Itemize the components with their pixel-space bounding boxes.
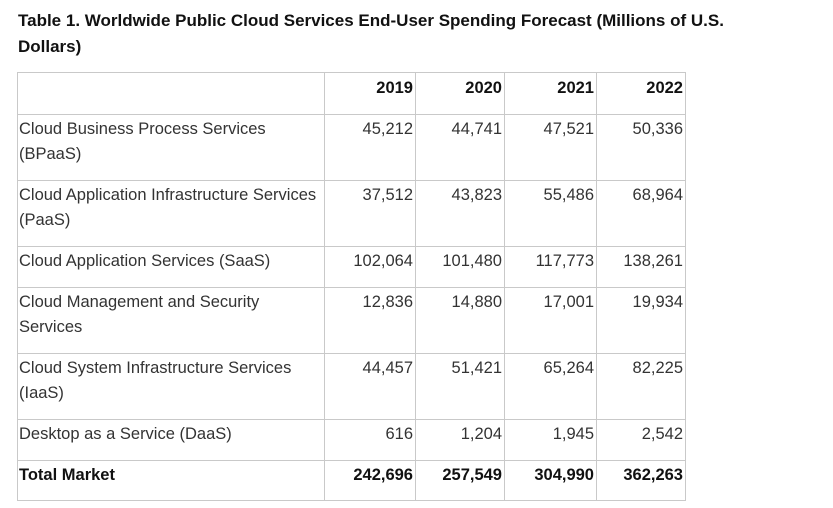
cell-value: 242,696 bbox=[324, 460, 416, 501]
column-header-2021: 2021 bbox=[504, 72, 597, 115]
cell-value: 257,549 bbox=[415, 460, 505, 501]
cell-value: 14,880 bbox=[415, 287, 505, 354]
cell-value: 304,990 bbox=[504, 460, 597, 501]
table-row: Cloud Application Services (SaaS) 102,06… bbox=[17, 246, 686, 288]
table-row: Cloud Application Infrastructure Service… bbox=[17, 180, 686, 247]
cell-value: 19,934 bbox=[596, 287, 686, 354]
cell-value: 102,064 bbox=[324, 246, 416, 288]
row-label: Cloud Application Infrastructure Service… bbox=[17, 180, 325, 247]
row-label: Total Market bbox=[17, 460, 325, 501]
row-label: Cloud Application Services (SaaS) bbox=[17, 246, 325, 288]
cell-value: 1,204 bbox=[415, 419, 505, 461]
table-row: Cloud Business Process Services (BPaaS) … bbox=[17, 114, 686, 181]
total-row: Total Market 242,696 257,549 304,990 362… bbox=[17, 460, 686, 501]
row-label: Cloud System Infrastructure Services (Ia… bbox=[17, 353, 325, 420]
cell-value: 117,773 bbox=[504, 246, 597, 288]
cell-value: 43,823 bbox=[415, 180, 505, 247]
column-header-segment bbox=[17, 72, 325, 115]
cell-value: 55,486 bbox=[504, 180, 597, 247]
cell-value: 82,225 bbox=[596, 353, 686, 420]
column-header-2020: 2020 bbox=[415, 72, 505, 115]
cell-value: 68,964 bbox=[596, 180, 686, 247]
column-header-2019: 2019 bbox=[324, 72, 416, 115]
cell-value: 44,457 bbox=[324, 353, 416, 420]
cell-value: 44,741 bbox=[415, 114, 505, 181]
table-row: Cloud System Infrastructure Services (Ia… bbox=[17, 353, 686, 420]
cell-value: 65,264 bbox=[504, 353, 597, 420]
row-label: Cloud Management and Security Services bbox=[17, 287, 325, 354]
table-row: Desktop as a Service (DaaS) 616 1,204 1,… bbox=[17, 419, 686, 461]
cell-value: 47,521 bbox=[504, 114, 597, 181]
cell-value: 37,512 bbox=[324, 180, 416, 247]
cell-value: 12,836 bbox=[324, 287, 416, 354]
table-row: Cloud Management and Security Services 1… bbox=[17, 287, 686, 354]
cell-value: 2,542 bbox=[596, 419, 686, 461]
cell-value: 50,336 bbox=[596, 114, 686, 181]
cell-value: 362,263 bbox=[596, 460, 686, 501]
cell-value: 101,480 bbox=[415, 246, 505, 288]
spending-forecast-table: 2019 2020 2021 2022 Cloud Business Proce… bbox=[17, 72, 686, 501]
cell-value: 1,945 bbox=[504, 419, 597, 461]
cell-value: 17,001 bbox=[504, 287, 597, 354]
table-header-row: 2019 2020 2021 2022 bbox=[17, 72, 686, 115]
cell-value: 616 bbox=[324, 419, 416, 461]
cell-value: 138,261 bbox=[596, 246, 686, 288]
cell-value: 45,212 bbox=[324, 114, 416, 181]
column-header-2022: 2022 bbox=[596, 72, 686, 115]
table-caption: Table 1. Worldwide Public Cloud Services… bbox=[18, 11, 724, 56]
cell-value: 51,421 bbox=[415, 353, 505, 420]
row-label: Cloud Business Process Services (BPaaS) bbox=[17, 114, 325, 181]
row-label: Desktop as a Service (DaaS) bbox=[17, 419, 325, 461]
